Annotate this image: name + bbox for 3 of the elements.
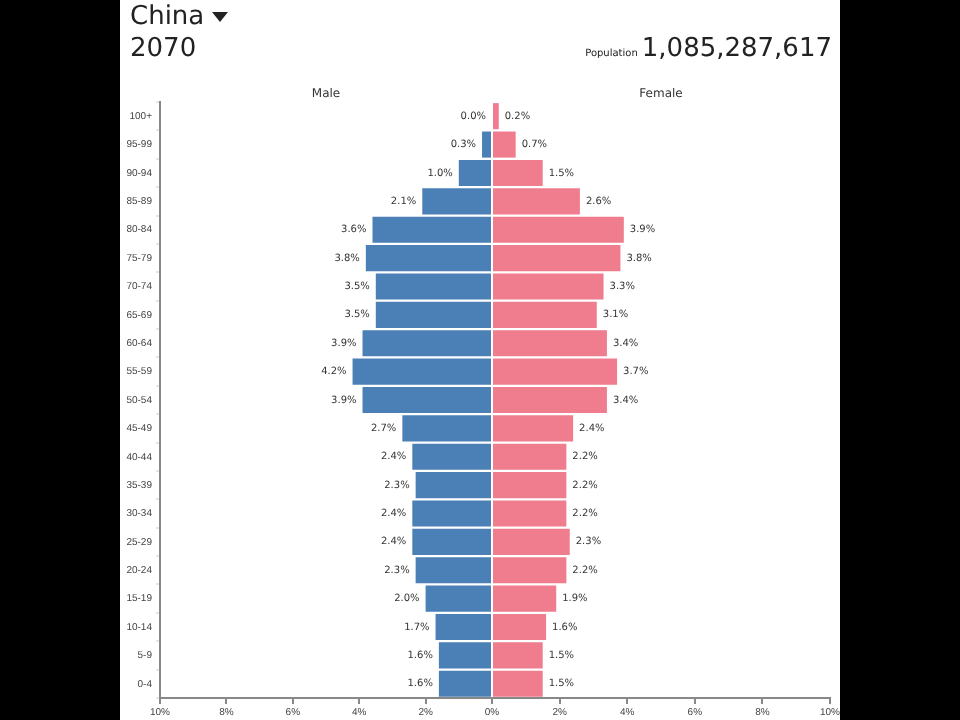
chart-title: China (130, 2, 205, 32)
chart-subtitle: 2070 (130, 34, 197, 64)
text: 1,085,287,617 (641, 34, 832, 64)
